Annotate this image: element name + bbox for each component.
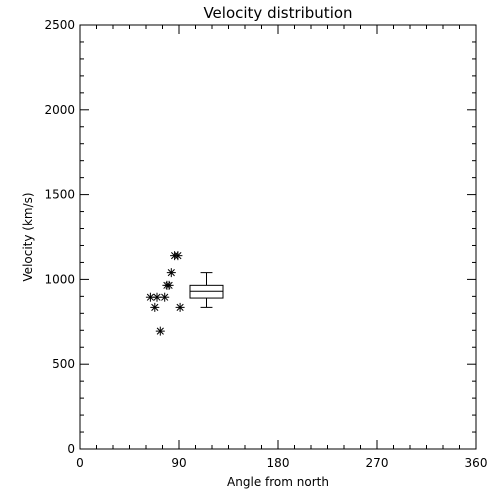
x-tick-label: 90 <box>171 456 186 470</box>
data-point <box>173 251 183 261</box>
data-point <box>150 302 160 312</box>
y-tick-label: 1500 <box>44 188 75 202</box>
y-tick-label: 2500 <box>44 18 75 32</box>
data-point <box>166 268 176 278</box>
y-tick-label: 0 <box>67 442 75 456</box>
data-point <box>152 292 162 302</box>
y-tick-label: 500 <box>52 357 75 371</box>
data-point <box>175 302 185 312</box>
chart-title: Velocity distribution <box>203 4 352 22</box>
plot-frame <box>79 24 477 450</box>
data-point <box>155 326 165 336</box>
x-axis-title: Angle from north <box>227 475 329 489</box>
x-tick-label: 270 <box>366 456 389 470</box>
plot-area: 0 90 180 270 360 0 500 1000 1500 2000 2500 <box>44 18 487 470</box>
y-tick-label: 1000 <box>44 272 75 286</box>
x-tick-label: 180 <box>267 456 290 470</box>
x-tick-label: 360 <box>465 456 488 470</box>
y-axis-title: Velocity (km/s) <box>21 192 35 281</box>
data-point <box>164 280 174 290</box>
y-tick-label: 2000 <box>44 103 75 117</box>
data-point <box>160 292 170 302</box>
x-tick-label: 0 <box>76 456 84 470</box>
